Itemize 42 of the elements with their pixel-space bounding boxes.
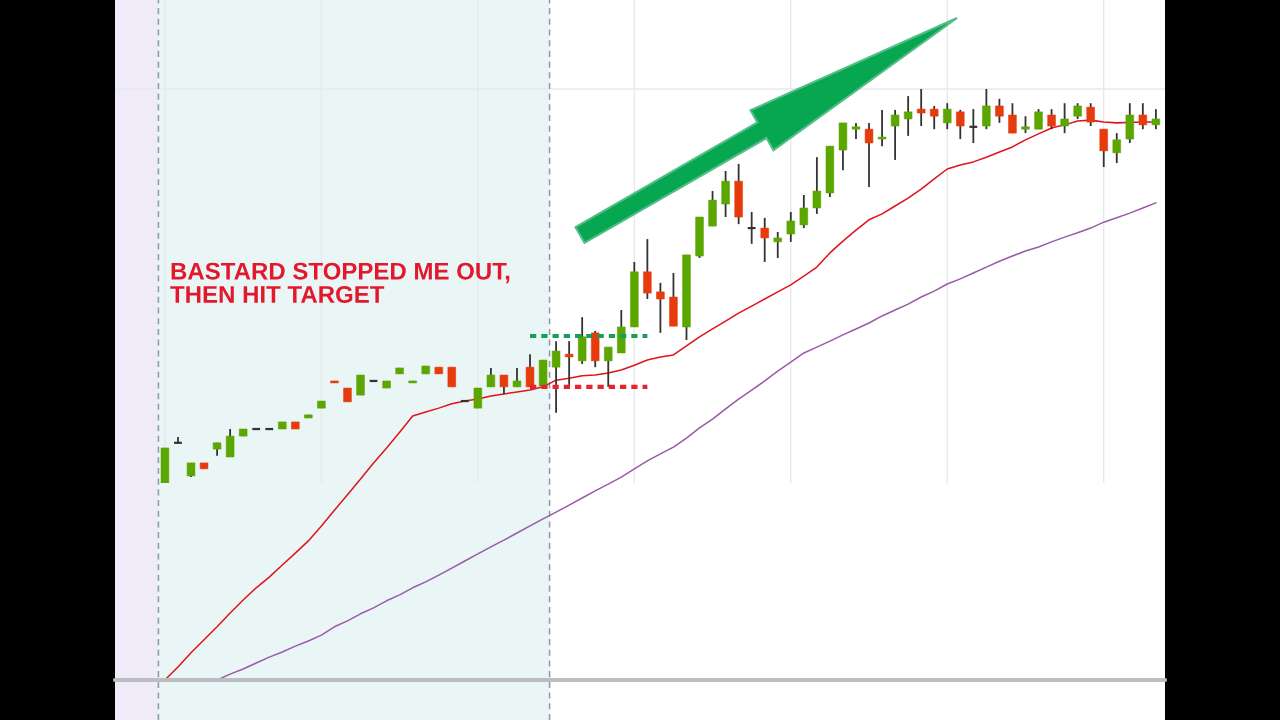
candlestick bbox=[172, 435, 183, 444]
candlestick bbox=[943, 102, 952, 131]
candlestick bbox=[956, 108, 965, 140]
candlestick bbox=[1060, 102, 1069, 135]
candlestick bbox=[447, 366, 456, 388]
annotation: BASTARD STOPPED ME OUT, THEN HIT TARGET bbox=[170, 262, 510, 303]
candlestick bbox=[525, 353, 535, 388]
candlestick bbox=[499, 374, 509, 395]
candlestick bbox=[721, 170, 730, 218]
candlestick bbox=[930, 105, 939, 131]
candlestick bbox=[1008, 102, 1017, 135]
candlestick bbox=[812, 156, 822, 215]
candlestick bbox=[1151, 108, 1161, 131]
candlestick bbox=[643, 238, 652, 300]
candlestick bbox=[995, 97, 1004, 124]
candlestick bbox=[604, 346, 613, 388]
candlestick bbox=[1086, 102, 1095, 127]
candlestick bbox=[1099, 128, 1108, 168]
candlestick bbox=[564, 340, 574, 386]
candlestick bbox=[486, 367, 496, 388]
candlestick bbox=[786, 211, 795, 243]
candlestick bbox=[1047, 108, 1056, 131]
candlestick bbox=[225, 428, 235, 458]
candlestick bbox=[1034, 108, 1043, 131]
candlestick bbox=[746, 211, 757, 245]
candlestick bbox=[1112, 132, 1121, 164]
candlestick bbox=[890, 108, 900, 161]
candlestick bbox=[877, 108, 887, 148]
candlestick bbox=[356, 374, 365, 397]
candlestick bbox=[512, 367, 522, 388]
candlestick bbox=[551, 340, 561, 414]
candlestick bbox=[982, 88, 991, 131]
candlestick bbox=[968, 108, 979, 144]
candlestick bbox=[903, 95, 913, 137]
candlestick bbox=[473, 387, 483, 410]
candlestick bbox=[656, 281, 665, 334]
candlestick bbox=[760, 216, 769, 263]
candlestick bbox=[1138, 102, 1148, 131]
candlestick bbox=[799, 194, 809, 229]
candlestick bbox=[916, 88, 926, 127]
candlestick bbox=[864, 121, 874, 189]
candlestick bbox=[773, 231, 782, 259]
